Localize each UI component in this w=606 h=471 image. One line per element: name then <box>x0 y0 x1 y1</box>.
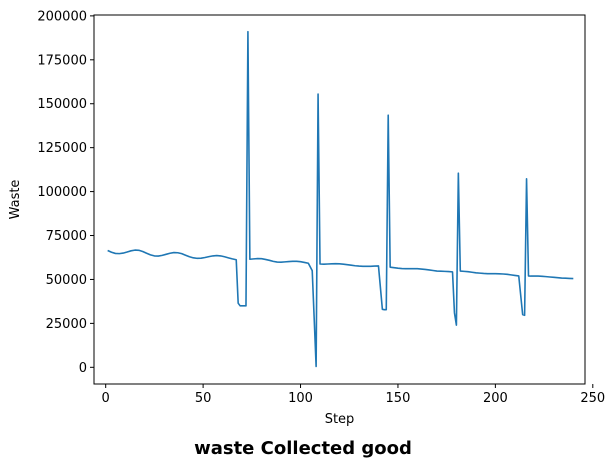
x-axis-label: Step <box>325 412 355 427</box>
y-tick-label: 25000 <box>46 317 87 332</box>
series-layer <box>107 30 574 368</box>
axes-frame <box>93 14 586 385</box>
plot-area <box>93 14 586 385</box>
y-tick-label: 0 <box>79 361 87 376</box>
y-tick-label: 150000 <box>37 97 87 112</box>
x-tick-label: 50 <box>195 391 212 406</box>
x-tick-label: 0 <box>102 391 110 406</box>
y-tick-label: 200000 <box>37 9 87 24</box>
x-tick-label: 250 <box>580 391 605 406</box>
y-tick-label: 100000 <box>37 185 87 200</box>
series-line <box>107 30 574 368</box>
y-tick-label: 175000 <box>37 53 87 68</box>
x-tick-label: 100 <box>288 391 313 406</box>
x-tick-label: 150 <box>386 391 411 406</box>
y-tick-label: 125000 <box>37 141 87 156</box>
y-tick-label: 50000 <box>46 273 87 288</box>
x-tick-label: 200 <box>483 391 508 406</box>
chart-caption: waste Collected good <box>194 438 412 459</box>
y-axis-label: Waste <box>8 180 23 220</box>
x-axis-ticks: 0 50 100 150 200 250 <box>102 384 605 406</box>
y-tick-label: 75000 <box>46 229 87 244</box>
y-axis-ticks: 0 25000 50000 75000 100000 125000 150000 175000… <box>37 9 94 376</box>
